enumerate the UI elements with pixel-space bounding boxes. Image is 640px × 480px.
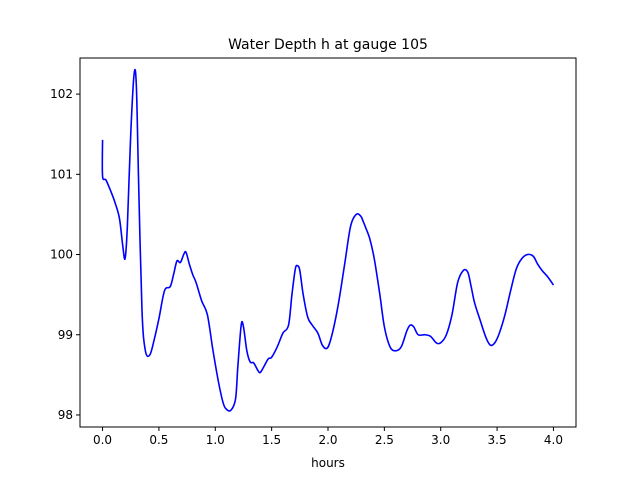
x-axis-label: hours xyxy=(311,456,345,470)
x-axis-ticks: 0.0 0.5 1.0 1.5 2.0 2.5 3.0 3.5 4.0 xyxy=(93,427,563,447)
y-tick-label: 99 xyxy=(58,328,73,342)
x-tick-label: 1.5 xyxy=(262,433,281,447)
x-tick-label: 3.0 xyxy=(431,433,450,447)
y-axis-ticks: 98 99 100 101 102 xyxy=(50,87,80,422)
plot-series xyxy=(101,68,555,412)
x-tick-label: 3.5 xyxy=(488,433,507,447)
plot-frame xyxy=(79,57,577,428)
chart-title: Water Depth h at gauge 105 xyxy=(228,37,428,53)
x-tick-label: 2.5 xyxy=(375,433,394,447)
x-tick-label: 0.0 xyxy=(93,433,112,447)
series-line xyxy=(101,68,555,412)
x-tick-label: 1.0 xyxy=(206,433,225,447)
y-tick-label: 101 xyxy=(50,167,73,181)
x-tick-label: 0.5 xyxy=(149,433,168,447)
y-tick-label: 102 xyxy=(50,87,73,101)
y-tick-label: 100 xyxy=(50,248,73,262)
x-tick-label: 4.0 xyxy=(544,433,563,447)
x-tick-label: 2.0 xyxy=(318,433,337,447)
y-tick-label: 98 xyxy=(58,408,73,422)
